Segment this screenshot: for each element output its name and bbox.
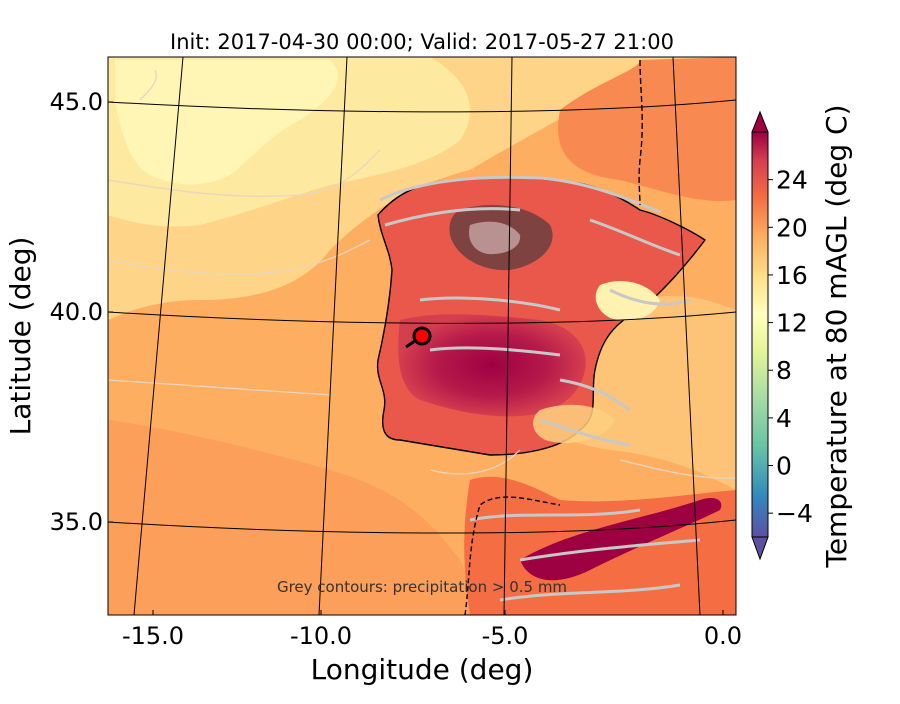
- parallel-45: [108, 99, 736, 113]
- meridian-15: [133, 57, 184, 615]
- colorbar-tick-label: 0: [776, 452, 792, 481]
- ocean-palest-region: [115, 60, 339, 185]
- iberia-south-cool: [533, 404, 615, 444]
- x-tick-label: -5.0: [482, 622, 529, 650]
- parallel-35: [108, 519, 736, 534]
- graticule: [108, 57, 736, 615]
- colorbar-tick-label: 20: [776, 213, 808, 242]
- x-tick-label: -10.0: [290, 622, 352, 650]
- colorbar-tick-label: 16: [776, 261, 808, 290]
- y-tick-label: 35.0: [50, 508, 103, 536]
- map-title: Init: 2017-04-30 00:00; Valid: 2017-05-2…: [170, 30, 674, 54]
- y-tick-label: 45.0: [50, 88, 103, 116]
- france-coastline: [638, 59, 643, 206]
- colorbar-gradient: [751, 131, 769, 538]
- colorbar-ticks: 24 20 16 12 8 4 0 −4: [768, 166, 813, 528]
- colorbar: 24 20 16 12 8 4 0 −4 Temperature at 80 mAGL (de…: [751, 104, 853, 569]
- africa-coastline: [464, 496, 561, 615]
- x-tick-label: 0.0: [704, 622, 742, 650]
- colorbar-bottom-extend: [751, 536, 769, 561]
- precipitation-contours: [379, 175, 701, 602]
- biscay-warm-patch: [558, 57, 736, 201]
- north-africa-hot: [520, 498, 722, 581]
- temperature-contours: [108, 69, 736, 479]
- colorbar-tick-label: 4: [776, 404, 792, 433]
- colorbar-top-extend: [751, 110, 769, 133]
- meridian-0: [672, 57, 701, 615]
- x-tick-label: -15.0: [122, 622, 184, 650]
- iberia-hot-interior: [398, 314, 586, 417]
- y-axis-label: Latitude (deg): [4, 237, 37, 436]
- colorbar-tick-label: 24: [776, 166, 808, 195]
- colorbar-tick-label: 8: [776, 356, 792, 385]
- y-tick-label: 40.0: [50, 298, 103, 326]
- south-atlantic-warm: [108, 420, 480, 615]
- colorbar-label: Temperature at 80 mAGL (deg C): [820, 104, 853, 568]
- meridian-5: [503, 57, 513, 615]
- location-marker-icon: [405, 326, 432, 349]
- iberia-mountain-light: [468, 221, 521, 255]
- x-axis-label: Longitude (deg): [311, 653, 534, 686]
- parallel-40: [108, 311, 736, 324]
- meridian-10: [318, 57, 348, 615]
- precipitation-note: Grey contours: precipitation > 0.5 mm: [277, 578, 567, 596]
- x-axis: -15.0 -10.0 -5.0 0.0 Longitude (deg): [122, 610, 742, 686]
- plot-frame: [107, 56, 737, 616]
- colorbar-tick-label: −4: [776, 499, 813, 528]
- colorbar-tick-label: 12: [776, 309, 808, 338]
- map-field: Grey contours: precipitation > 0.5 mm: [108, 57, 736, 615]
- y-axis: 45.0 40.0 35.0 Latitude (deg): [4, 88, 113, 536]
